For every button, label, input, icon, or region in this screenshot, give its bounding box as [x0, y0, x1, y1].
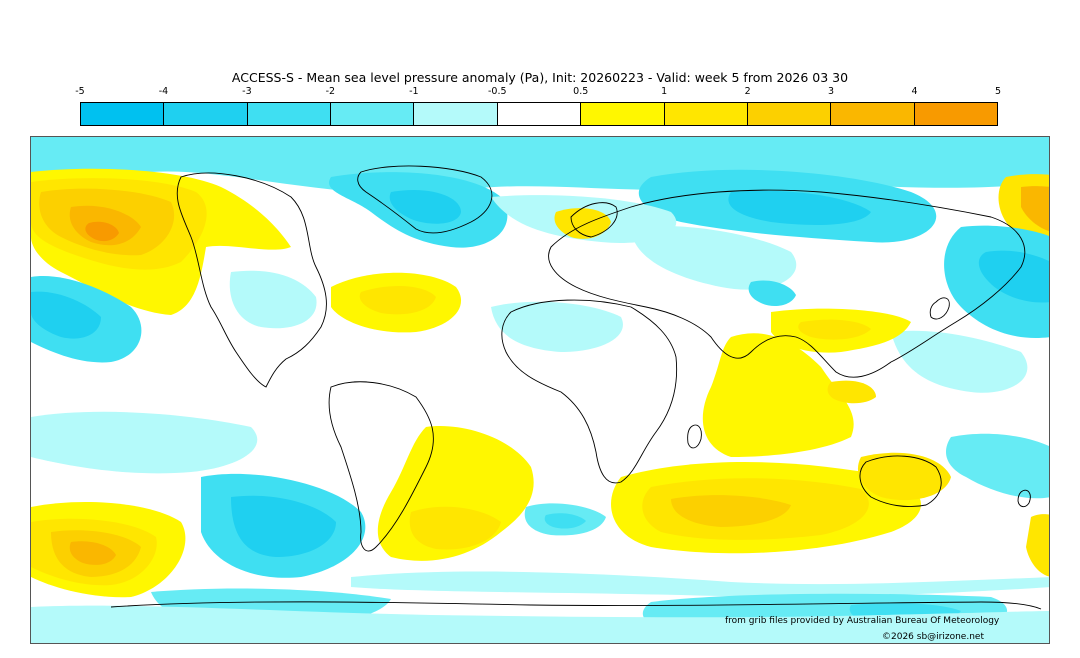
- anomaly-tasman-low: [946, 433, 1049, 499]
- anomaly-maritime-high: [827, 380, 876, 404]
- land-madagascar: [687, 424, 702, 449]
- colorbar-tick-label: -1: [409, 86, 419, 97]
- land-japan: [929, 297, 950, 320]
- colorbar-segment: [581, 103, 665, 125]
- anomaly-atlantic-high-core: [359, 285, 436, 315]
- anomaly-east-siberia-high-1: [1021, 186, 1049, 232]
- land-australia: [859, 455, 942, 508]
- colorbar-segment: [664, 103, 748, 125]
- anomaly-sahara-light: [491, 301, 623, 352]
- land-new-zealand: [1017, 489, 1031, 508]
- anomaly-west-russia-light: [631, 225, 797, 290]
- anomaly-map: [30, 136, 1050, 644]
- chart-title: ACCESS-S - Mean sea level pressure anoma…: [231, 70, 849, 85]
- colorbar-tick-label: 5: [994, 86, 1002, 97]
- anomaly-south-atlantic-low-core: [544, 513, 586, 529]
- colorbar-segment: [497, 103, 582, 125]
- colorbar-segment: [414, 103, 498, 125]
- colorbar-ticks: -5 -4 -3 -2 -1 -0.5 0.5 1 2 3 4 5: [75, 86, 1002, 100]
- colorbar-tick-label: 4: [911, 86, 918, 97]
- colorbar-segment: [747, 103, 832, 125]
- land-eurasia: [548, 189, 1026, 378]
- anomaly-greenland-core: [389, 189, 461, 224]
- anomaly-japan-light: [891, 330, 1028, 393]
- anomaly-indian-ocean-high: [702, 333, 854, 457]
- anomaly-alaska-high-core: [85, 221, 119, 242]
- land-south-america: [328, 381, 434, 552]
- anomaly-south-indian-high-core: [671, 495, 791, 527]
- colorbar-tick-label: 0.5: [573, 86, 589, 97]
- colorbar-segment: [831, 103, 915, 125]
- colorbar-tick-label: -5: [75, 86, 85, 97]
- land-antarctica: [110, 601, 1042, 610]
- anomaly-scandinavia-high: [554, 208, 611, 239]
- anomaly-south-asia-high-core: [798, 319, 871, 340]
- colorbar-tick-label: 1: [661, 86, 668, 97]
- colorbar-segment: [331, 103, 415, 125]
- colorbar-tick-label: 2: [744, 86, 751, 97]
- colorbar-tick-label: -3: [242, 86, 252, 97]
- colorbar-tick-label: -0.5: [487, 86, 507, 97]
- source-credit: from grib files provided by Australian B…: [725, 616, 1000, 626]
- colorbar: [80, 102, 998, 126]
- colorbar-segment: [914, 103, 997, 125]
- anomaly-equatorial-pacific-light: [31, 411, 258, 474]
- anomaly-antarctic-band: [31, 605, 1049, 643]
- land-africa: [501, 299, 678, 484]
- map-svg: [31, 137, 1049, 643]
- anomaly-siberia-core: [728, 190, 871, 225]
- colorbar-segment: [164, 103, 248, 125]
- anomaly-npacific-low-left-core: [31, 291, 101, 339]
- land-scandinavia: [570, 202, 618, 238]
- anomaly-australia-high: [857, 452, 951, 501]
- anomaly-iran-low: [748, 280, 796, 307]
- land-greenland: [357, 165, 493, 234]
- copyright-credit: ©2026 sb@irizone.net: [882, 632, 984, 642]
- colorbar-segment: [247, 103, 332, 125]
- colorbar-segment: [81, 103, 165, 125]
- anomaly-south-atlantic-high-core: [409, 506, 501, 550]
- anomaly-north-america-light: [229, 270, 317, 329]
- anomaly-south-pacific-high-core: [69, 541, 116, 565]
- anomaly-south-pacific-low-core: [231, 495, 336, 557]
- colorbar-tick-label: -4: [158, 86, 169, 97]
- land-north-america: [176, 172, 327, 388]
- colorbar-tick-label: -2: [325, 86, 336, 97]
- colorbar-tick-label: 3: [828, 86, 835, 97]
- anomaly-south-pacific-high-right: [1026, 514, 1049, 577]
- anomaly-southern-ocean-light-1: [351, 571, 1049, 597]
- anomaly-npacific-low-right-core: [978, 250, 1049, 303]
